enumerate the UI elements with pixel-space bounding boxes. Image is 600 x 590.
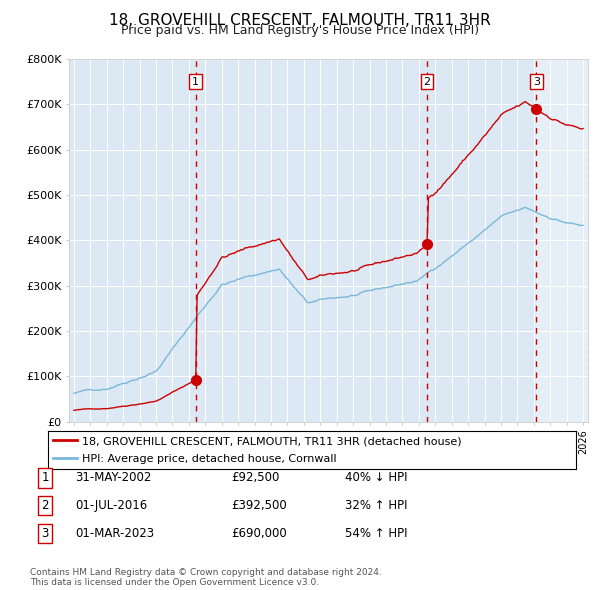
Text: 2: 2 [424, 77, 431, 87]
Text: HPI: Average price, detached house, Cornwall: HPI: Average price, detached house, Corn… [82, 454, 337, 464]
Text: 18, GROVEHILL CRESCENT, FALMOUTH, TR11 3HR (detached house): 18, GROVEHILL CRESCENT, FALMOUTH, TR11 3… [82, 436, 462, 446]
Text: £392,500: £392,500 [231, 499, 287, 512]
Text: Price paid vs. HM Land Registry's House Price Index (HPI): Price paid vs. HM Land Registry's House … [121, 24, 479, 37]
Text: Contains HM Land Registry data © Crown copyright and database right 2024.
This d: Contains HM Land Registry data © Crown c… [30, 568, 382, 587]
Text: 1: 1 [192, 77, 199, 87]
Text: 1: 1 [41, 471, 49, 484]
Bar [536, 59, 591, 422]
Text: 18, GROVEHILL CRESCENT, FALMOUTH, TR11 3HR: 18, GROVEHILL CRESCENT, FALMOUTH, TR11 3… [109, 13, 491, 28]
Text: 32% ↑ HPI: 32% ↑ HPI [345, 499, 407, 512]
Text: 31-MAY-2002: 31-MAY-2002 [75, 471, 151, 484]
Text: 54% ↑ HPI: 54% ↑ HPI [345, 527, 407, 540]
Text: 2: 2 [41, 499, 49, 512]
Text: 01-JUL-2016: 01-JUL-2016 [75, 499, 147, 512]
Text: £690,000: £690,000 [231, 527, 287, 540]
Text: 40% ↓ HPI: 40% ↓ HPI [345, 471, 407, 484]
Text: 01-MAR-2023: 01-MAR-2023 [75, 527, 154, 540]
Text: £92,500: £92,500 [231, 471, 280, 484]
Text: 3: 3 [41, 527, 49, 540]
Text: 3: 3 [533, 77, 540, 87]
